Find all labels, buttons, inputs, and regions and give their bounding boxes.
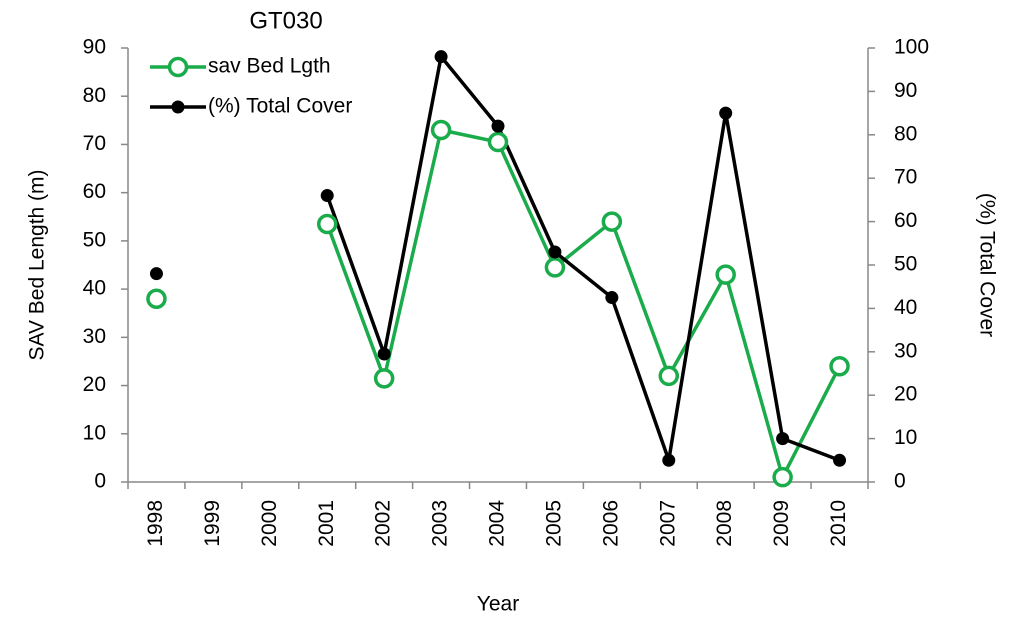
legend-marker xyxy=(167,56,189,78)
y2-tick-label: 80 xyxy=(894,122,917,145)
x-tick-label: 2003 xyxy=(429,500,452,547)
y-tick-label: 70 xyxy=(83,132,106,155)
y-tick-label: 10 xyxy=(83,421,106,444)
legend-marker xyxy=(171,100,185,114)
y-tick-label: 30 xyxy=(83,325,106,348)
x-tick-label: 2009 xyxy=(770,500,793,547)
marker xyxy=(430,119,452,141)
marker xyxy=(487,131,509,153)
y-tick-label: 80 xyxy=(83,84,106,107)
marker xyxy=(601,211,623,232)
x-tick-label: 2005 xyxy=(542,500,565,547)
y2-tick-label: 50 xyxy=(894,253,917,276)
x-tick-label: 2004 xyxy=(486,500,509,547)
chart-title: GT030 xyxy=(249,7,322,34)
marker xyxy=(715,264,736,285)
y2-tick-label: 0 xyxy=(894,470,906,493)
y-tick-label: 0 xyxy=(94,470,106,493)
x-tick-label: 2008 xyxy=(713,500,736,547)
marker xyxy=(605,291,619,305)
x-tick-label: 1999 xyxy=(201,500,224,547)
x-tick-label: 2002 xyxy=(372,500,395,547)
x-tick-label: 2001 xyxy=(315,500,338,547)
marker xyxy=(320,189,334,203)
y2-tick-label: 100 xyxy=(894,36,929,59)
marker xyxy=(149,267,163,281)
y2-tick-label: 90 xyxy=(894,79,917,102)
y2-tick-label: 30 xyxy=(894,339,917,362)
marker xyxy=(658,365,680,387)
marker xyxy=(548,245,562,259)
marker xyxy=(776,432,790,446)
x-tick-label: 2000 xyxy=(258,500,281,547)
marker xyxy=(662,453,676,467)
x-tick-label: 2010 xyxy=(827,500,850,547)
x-tick-label: 2007 xyxy=(656,500,679,547)
y-tick-label: 90 xyxy=(83,36,106,59)
legend-label: sav Bed Lgth xyxy=(208,55,331,78)
x-tick-label: 1998 xyxy=(144,500,167,547)
y-tick-label: 50 xyxy=(83,228,106,251)
y-axis-label: SAV Bed Length (m) xyxy=(26,169,49,360)
legend-label: (%) Total Cover xyxy=(208,95,352,118)
y-tick-label: 20 xyxy=(83,373,106,396)
y2-tick-label: 40 xyxy=(894,296,917,319)
marker xyxy=(719,106,733,120)
marker xyxy=(833,453,847,467)
series-line xyxy=(325,127,842,482)
marker xyxy=(146,288,167,310)
marker xyxy=(772,466,793,488)
marker xyxy=(316,213,338,235)
x-axis-label: Year xyxy=(477,593,519,616)
marker xyxy=(544,257,566,278)
y-tick-label: 40 xyxy=(83,277,106,300)
series-line xyxy=(325,52,841,462)
marker xyxy=(377,347,391,361)
y2-tick-label: 60 xyxy=(894,209,917,232)
x-tick-label: 2006 xyxy=(599,500,622,547)
marker xyxy=(373,368,395,389)
y2-tick-label: 20 xyxy=(894,383,917,406)
y2-axis-label: (%) Total Cover xyxy=(975,193,998,337)
marker xyxy=(829,356,850,377)
y-tick-label: 60 xyxy=(83,180,106,203)
y2-tick-label: 10 xyxy=(894,426,917,449)
marker xyxy=(434,50,448,64)
marker xyxy=(491,119,505,133)
y2-tick-label: 70 xyxy=(894,166,917,189)
